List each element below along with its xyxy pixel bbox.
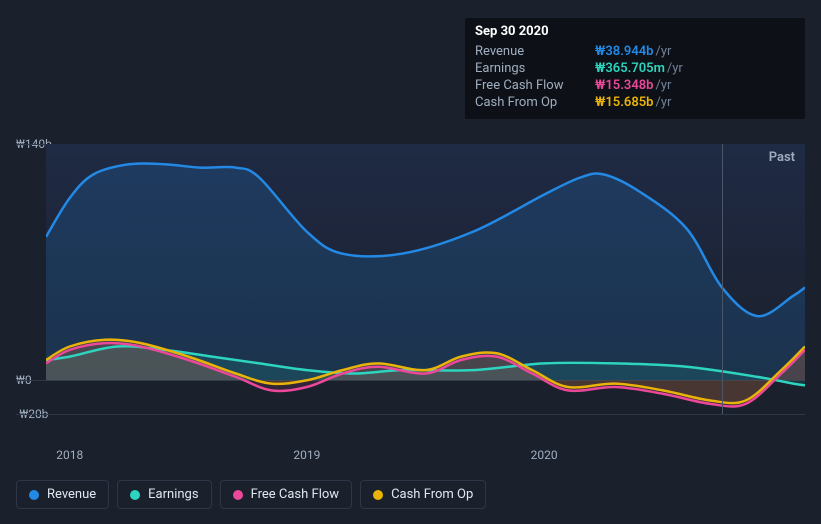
chart-area[interactable]: ₩140b₩0-₩20b Past [16,124,805,439]
legend-item-earnings[interactable]: Earnings [117,480,211,509]
x-tick-label: 2020 [531,448,558,462]
tooltip-row: Free Cash Flow ₩15.348b /yr [475,77,795,94]
legend-dot [233,490,243,500]
tooltip-row: Cash From Op ₩15.685b /yr [475,94,795,111]
tooltip-unit: /yr [655,77,671,94]
tooltip-value: ₩365.705m [595,60,665,77]
tooltip-label: Cash From Op [475,94,595,111]
legend: Revenue Earnings Free Cash Flow Cash Fro… [16,480,486,509]
x-axis-ticks: 2018 2019 2020 [46,448,805,464]
legend-item-cashop[interactable]: Cash From Op [360,480,486,509]
tooltip-label: Revenue [475,43,595,60]
legend-dot [373,490,383,500]
tooltip-value: ₩38.944b [595,43,653,60]
x-tick-label: 2019 [293,448,320,462]
chart-container: Sep 30 2020 Revenue ₩38.944b /yr Earning… [0,0,821,524]
plot-surface[interactable]: Past [46,144,805,414]
x-tick-label: 2018 [56,448,83,462]
legend-item-fcf[interactable]: Free Cash Flow [220,480,352,509]
legend-label: Free Cash Flow [251,487,339,502]
legend-dot [130,490,140,500]
tooltip-unit: /yr [655,43,671,60]
legend-item-revenue[interactable]: Revenue [16,480,109,509]
tooltip-unit: /yr [655,94,671,111]
tooltip-label: Free Cash Flow [475,77,595,94]
hover-vertical-line [722,144,723,414]
tooltip-unit: /yr [667,60,683,77]
tooltip-value: ₩15.348b [595,77,653,94]
legend-label: Revenue [47,487,96,502]
legend-label: Cash From Op [391,487,473,502]
legend-label: Earnings [148,487,198,502]
legend-dot [29,490,39,500]
tooltip-label: Earnings [475,60,595,77]
tooltip-row: Earnings ₩365.705m /yr [475,60,795,77]
hover-tooltip: Sep 30 2020 Revenue ₩38.944b /yr Earning… [465,18,805,119]
chart-svg [46,144,805,414]
past-label: Past [769,150,795,165]
gridline [16,414,805,415]
tooltip-date: Sep 30 2020 [475,24,795,39]
tooltip-value: ₩15.685b [595,94,653,111]
tooltip-row: Revenue ₩38.944b /yr [475,43,795,60]
